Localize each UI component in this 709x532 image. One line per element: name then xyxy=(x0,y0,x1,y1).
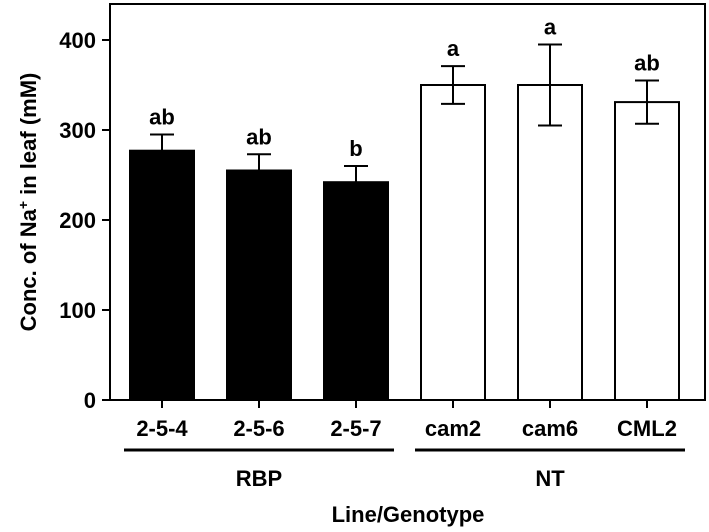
bar-cam6 xyxy=(517,84,583,401)
y-tick-label-0: 0 xyxy=(84,388,96,413)
group-label-RBP: RBP xyxy=(236,466,282,491)
y-tick-label-400: 400 xyxy=(59,28,96,53)
x-tick-label-2-5-6: 2-5-6 xyxy=(233,416,284,441)
bar-CML2 xyxy=(614,101,680,401)
y-tick-label-200: 200 xyxy=(59,208,96,233)
y-axis-title-prefix: Conc. of Na xyxy=(16,208,41,331)
error-bars-layer xyxy=(150,43,659,200)
group-label-NT: NT xyxy=(535,466,565,491)
x-tick-label-CML2: CML2 xyxy=(617,416,677,441)
significance-label-2-5-6: ab xyxy=(246,124,272,149)
y-tick-label-300: 300 xyxy=(59,118,96,143)
x-tick-label-cam2: cam2 xyxy=(425,416,481,441)
significance-labels-layer: ab ab b a a ab xyxy=(149,15,660,162)
bars-layer xyxy=(129,84,680,401)
bar-2-5-6 xyxy=(226,169,292,401)
bar-cam2 xyxy=(420,84,486,401)
significance-label-cam2: a xyxy=(447,36,460,61)
y-tick-label-100: 100 xyxy=(59,298,96,323)
x-axis-title: Line/Genotype xyxy=(332,502,485,527)
y-axis-title-suffix: in leaf (mM) xyxy=(16,73,41,201)
axes-layer: 0 100 200 300 400 2-5-4 2-5-6 2-5-7 cam2 cam6 CML2 xyxy=(59,3,706,441)
x-tick-label-2-5-4: 2-5-4 xyxy=(136,416,188,441)
x-tick-label-2-5-7: 2-5-7 xyxy=(330,416,381,441)
y-axis-title-superscript: + xyxy=(15,201,31,209)
significance-label-2-5-7: b xyxy=(349,136,362,161)
significance-label-CML2: ab xyxy=(634,51,660,76)
y-axis-title: Conc. of Na+ in leaf (mM) xyxy=(15,73,41,332)
bar-2-5-7 xyxy=(323,181,389,401)
bar-2-5-4 xyxy=(129,149,195,401)
plot-frame xyxy=(109,3,706,401)
significance-label-cam6: a xyxy=(544,15,557,40)
significance-label-2-5-4: ab xyxy=(149,105,175,130)
group-brackets-layer: RBP NT xyxy=(124,448,685,491)
x-tick-label-cam6: cam6 xyxy=(522,416,578,441)
